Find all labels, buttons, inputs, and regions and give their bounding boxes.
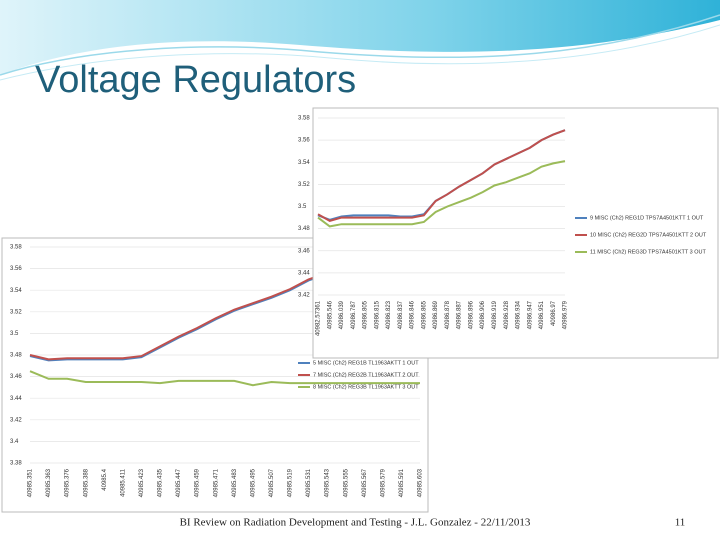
- y-tick-label: 3.58: [298, 116, 310, 122]
- x-tick-label: 40986.934: [516, 300, 522, 329]
- x-tick-label: 40985.579: [380, 468, 386, 497]
- y-tick-label: 3.56: [10, 266, 22, 272]
- x-tick-label: 40986.979: [563, 300, 569, 329]
- legend-label: 9 MISC (Ch2) REG1D TPS7A4501KTT 1 OUT: [590, 215, 704, 221]
- x-tick-label: 40986.837: [398, 300, 404, 329]
- x-tick-label: 40985.435: [158, 468, 164, 497]
- y-tick-label: 3.44: [298, 270, 310, 276]
- x-tick-label: 40986.823: [386, 300, 392, 329]
- x-tick-label: 40985.411: [120, 468, 126, 497]
- x-tick-label: 40985.546: [327, 300, 333, 329]
- x-tick-label: 40985.543: [325, 468, 331, 497]
- x-tick-label: 40985.423: [139, 468, 145, 497]
- legend-label: 7 MISC (Ch2) REG2B TL1963AKTT 2 OUT: [313, 372, 419, 378]
- x-tick-label: 40986.906: [480, 300, 486, 329]
- charts: 3.383.43.423.443.463.483.53.523.543.563.…: [1, 107, 719, 513]
- x-tick-label: 40985.567: [362, 468, 368, 497]
- y-tick-label: 3.5: [10, 331, 19, 337]
- x-tick-label: 40985.376: [65, 468, 71, 497]
- x-tick-label: 40985.351: [28, 468, 34, 497]
- x-tick-label: 40986.928: [504, 300, 510, 329]
- x-tick-label: 40986.805: [363, 300, 369, 329]
- x-tick-label: 40985.447: [176, 468, 182, 497]
- y-tick-label: 3.38: [10, 461, 22, 467]
- x-tick-label: 40985.555: [343, 468, 349, 497]
- x-tick-label: 40985.4: [102, 468, 108, 490]
- x-tick-label: 40986.887: [457, 300, 463, 329]
- chart-frame: [312, 107, 719, 359]
- y-tick-label: 3.54: [10, 288, 22, 294]
- x-tick-label: 40985.495: [250, 468, 256, 497]
- x-tick-label: 40985.459: [195, 468, 201, 497]
- y-tick-label: 3.48: [298, 226, 310, 232]
- x-tick-label: 40985.471: [213, 468, 219, 497]
- series-line: [29, 370, 420, 387]
- x-tick-label: 40986.865: [421, 300, 427, 329]
- footer: BI Review on Radiation Development and T…: [180, 517, 531, 529]
- legend-label: 5 MISC (Ch2) REG1B TL1963AKTT 1 OUT: [313, 360, 419, 366]
- x-tick-label: 40986.951: [539, 300, 545, 329]
- y-tick-label: 3.56: [298, 138, 310, 144]
- legend-label: 8 MISC (Ch2) REG3B TL1963AKTT 3 OUT: [313, 384, 419, 390]
- x-tick-label: 40986.896: [468, 300, 474, 329]
- x-tick-label: 40985.363: [46, 468, 52, 497]
- legend-label: 11 MISC (Ch2) REG3D TPS7A4501KTT 3 OUT: [590, 249, 706, 255]
- page-number: 11: [675, 517, 686, 529]
- y-tick-label: 3.58: [10, 245, 22, 251]
- x-tick-label: 40986.947: [527, 300, 533, 329]
- y-tick-label: 3.42: [10, 417, 22, 423]
- x-tick-label: 40985.483: [232, 468, 238, 497]
- y-tick-label: 3.52: [298, 182, 310, 188]
- x-tick-label: 40986.846: [410, 300, 416, 329]
- header-wave: [0, 0, 720, 75]
- x-tick-label: 40986.878: [445, 300, 451, 329]
- x-tick-label: 40982.57361: [316, 300, 322, 336]
- y-tick-label: 3.46: [298, 248, 310, 254]
- x-tick-label: 40986.869: [433, 300, 439, 329]
- x-tick-label: 40986.039: [339, 300, 345, 329]
- y-tick-label: 3.44: [10, 396, 22, 402]
- series-line: [317, 160, 566, 228]
- y-tick-label: 3.4: [10, 439, 19, 445]
- y-tick-label: 3.5: [298, 204, 307, 210]
- legend-label: 10 MISC (Ch2) REG2D TPS7A4501KTT 2 OUT: [590, 232, 707, 238]
- series-line: [317, 129, 566, 222]
- x-tick-label: 40985.531: [306, 468, 312, 497]
- x-tick-label: 40986.919: [492, 300, 498, 329]
- x-tick-label: 40985.603: [418, 468, 424, 497]
- header-line: [0, 24, 720, 81]
- x-tick-label: 40986.815: [374, 300, 380, 329]
- y-tick-label: 3.48: [10, 353, 22, 359]
- y-tick-label: 3.54: [298, 160, 310, 166]
- y-tick-label: 3.46: [10, 374, 22, 380]
- x-tick-label: 40986.787: [351, 300, 357, 329]
- y-tick-label: 3.42: [298, 293, 310, 299]
- x-tick-label: 40985.388: [83, 468, 89, 497]
- header-line: [0, 14, 720, 76]
- slide-title: Voltage Regulators: [35, 59, 356, 101]
- x-tick-label: 40985.507: [269, 468, 275, 497]
- x-tick-label: 40986.97: [551, 300, 557, 326]
- x-tick-label: 40985.591: [399, 468, 405, 497]
- chart: 3.42 3.44 3.46 3.48 3.5 3.52 3.54 3.56 3.58 40982…: [298, 107, 719, 359]
- y-tick-label: 3.52: [10, 309, 22, 315]
- x-tick-label: 40985.519: [288, 468, 294, 497]
